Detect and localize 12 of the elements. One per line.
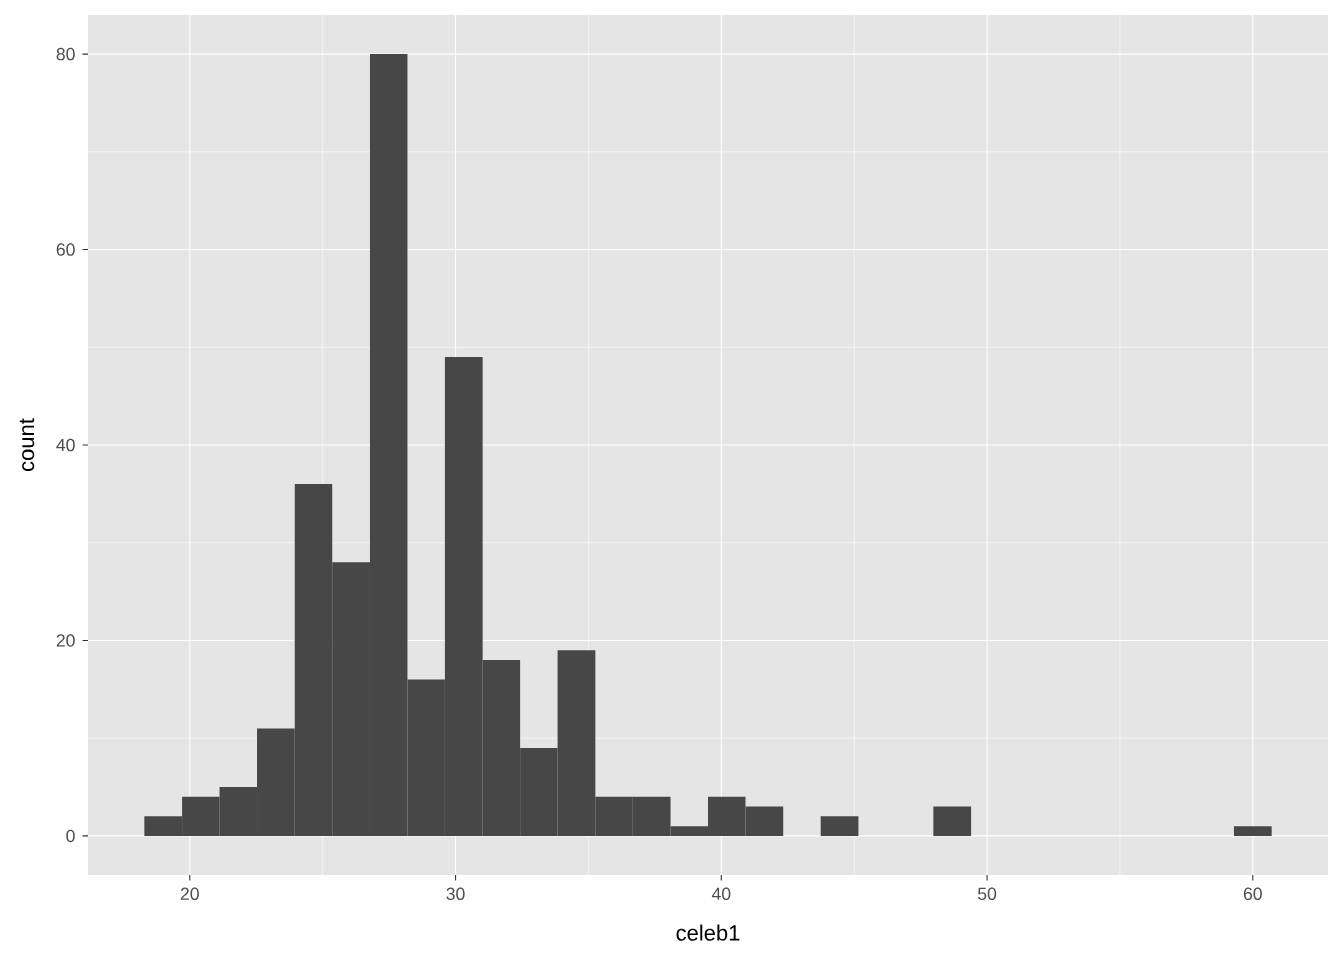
y-tick-label: 0: [66, 829, 75, 843]
x-tick-label: 40: [711, 887, 731, 901]
x-tick-label: 20: [180, 887, 199, 901]
x-tick-label: 30: [446, 887, 465, 901]
y-tick-label: 20: [56, 634, 75, 647]
x-tick-label: 60: [1243, 887, 1262, 901]
y-tick-label: 80: [56, 47, 75, 61]
x-axis-title: celeb1: [676, 924, 740, 941]
y-tick-label: 40: [56, 438, 75, 452]
y-axis-title: count: [19, 418, 35, 471]
x-tick-label: 50: [977, 887, 997, 901]
y-tick-label: 60: [56, 243, 75, 256]
